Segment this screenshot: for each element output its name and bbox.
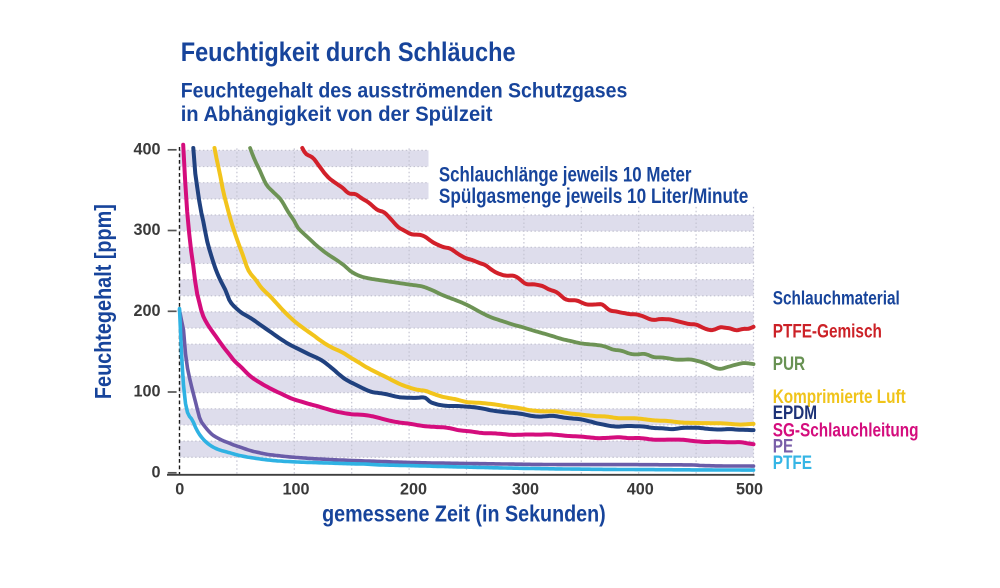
svg-text:gemessene Zeit (in Sekunden): gemessene Zeit (in Sekunden) <box>322 501 606 527</box>
svg-text:PE: PE <box>773 435 793 457</box>
svg-text:100: 100 <box>282 481 309 499</box>
svg-text:Schlauchmaterial: Schlauchmaterial <box>773 287 900 309</box>
svg-text:500: 500 <box>736 481 763 499</box>
svg-text:200: 200 <box>400 481 427 499</box>
svg-text:Spülgasmenge jeweils 10 Liter/: Spülgasmenge jeweils 10 Liter/Minute <box>439 184 749 208</box>
svg-text:in Abhängigkeit von der Spülze: in Abhängigkeit von der Spülzeit <box>181 102 493 126</box>
svg-text:Feuchtegehalt des ausströmende: Feuchtegehalt des ausströmenden Schutzga… <box>181 78 628 102</box>
svg-text:100: 100 <box>133 383 160 401</box>
svg-text:400: 400 <box>627 481 654 499</box>
svg-text:0: 0 <box>151 463 160 481</box>
svg-text:PUR: PUR <box>773 353 806 375</box>
svg-text:PTFE: PTFE <box>773 451 812 473</box>
svg-text:Feuchtegehalt [ppm]: Feuchtegehalt [ppm] <box>89 204 116 399</box>
svg-text:200: 200 <box>133 302 160 320</box>
svg-text:300: 300 <box>512 481 539 499</box>
svg-text:EPDM: EPDM <box>773 401 817 423</box>
svg-text:Schlauchlänge jeweils 10 Meter: Schlauchlänge jeweils 10 Meter <box>439 164 692 187</box>
svg-text:400: 400 <box>133 140 160 158</box>
svg-text:300: 300 <box>133 221 160 239</box>
svg-text:Feuchtigkeit durch Schläuche: Feuchtigkeit durch Schläuche <box>181 38 516 68</box>
svg-text:0: 0 <box>175 481 184 499</box>
svg-text:SG-Schlauchleitung: SG-Schlauchleitung <box>773 419 919 441</box>
svg-text:Komprimierte Luft: Komprimierte Luft <box>773 385 906 407</box>
svg-text:PTFE-Gemisch: PTFE-Gemisch <box>773 320 882 342</box>
